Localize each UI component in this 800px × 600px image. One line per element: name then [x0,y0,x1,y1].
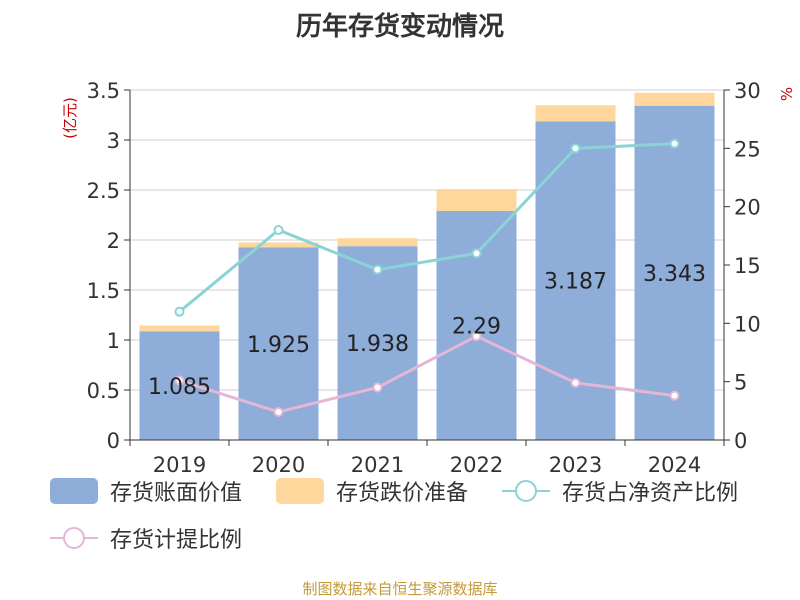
x-tick-label: 2022 [450,453,503,477]
point-provision-ratio-2022 [471,331,482,342]
y-right-tick-label: 10 [734,312,761,336]
x-tick-label: 2023 [549,453,602,477]
bar-impairment-2020 [238,242,319,248]
legend-item-book-value[interactable]: 存货账面价值 [50,475,242,507]
y-right-tick-label: 25 [734,137,761,161]
y-right-tick-label: 0 [734,429,747,453]
bar-book-value-2019 [139,331,220,440]
legend-swatch-impairment [276,478,324,504]
line-net-asset-ratio [178,142,675,313]
point-provision-ratio-2020 [273,407,284,417]
point-net-asset-ratio-2021 [372,264,383,275]
bar-book-value-2021 [337,246,418,440]
y-right-tick-label: 5 [734,371,747,395]
point-net-asset-ratio-2024 [669,138,680,149]
y-right-tick-label: 20 [734,196,761,220]
legend-label-impairment: 存货跌价准备 [336,481,469,506]
y-left-tick-label: 2 [107,229,120,253]
point-provision-ratio-2019 [174,375,185,386]
y-left-unit-label: (亿元) [61,97,79,139]
point-provision-ratio-2024 [669,390,680,401]
point-net-asset-ratio-2019 [174,306,185,317]
y-left-tick-label: 2.5 [87,179,120,203]
legend-swatch-book-value [50,478,98,504]
legend-item-provision-ratio[interactable]: 存货计提比例 [50,522,242,554]
bar-value-label-2021: 1.938 [346,332,409,357]
x-tick-label: 2019 [153,453,206,477]
bar-value-label-2020: 1.925 [247,333,310,358]
bar-value-label-2023: 3.187 [544,270,607,295]
legend-label-provision-ratio: 存货计提比例 [110,528,243,553]
bar-impairment-2021 [337,238,418,247]
y-left-tick-label: 3 [107,129,120,153]
bar-impairment-2022 [436,189,517,211]
legend-item-impairment[interactable]: 存货跌价准备 [276,475,468,507]
legend-label-net-asset-ratio: 存货占净资产比例 [562,481,739,506]
point-net-asset-ratio-2022 [471,248,482,259]
x-tick-label: 2021 [351,453,404,477]
line-provision-ratio [179,334,675,414]
point-provision-ratio-2021 [372,382,383,393]
legend-line-icon-net-asset-ratio [502,480,550,502]
y-right-tick-label: 15 [734,254,761,278]
bar-book-value-2024 [634,105,715,440]
y-right-unit-label: % [778,87,796,101]
y-left-tick-label: 1 [107,329,120,353]
y-left-tick-label: 0.5 [87,379,120,403]
bar-impairment-2024 [634,92,715,106]
y-left-tick-label: 1.5 [87,279,120,303]
bar-value-label-2019: 1.085 [148,375,211,400]
bar-impairment-2019 [139,325,220,332]
data-source-note: 制图数据来自恒生聚源数据库 [302,580,498,598]
legend-label-book-value: 存货账面价值 [110,481,243,506]
y-right-tick-label: 30 [734,79,761,103]
bar-impairment-2023 [535,105,616,122]
point-net-asset-ratio-2020 [273,225,284,235]
y-left-tick-label: 0 [107,429,120,453]
x-tick-label: 2020 [252,453,305,477]
x-tick-label: 2024 [648,453,701,477]
point-net-asset-ratio-2023 [570,143,581,154]
bar-value-label-2024: 3.343 [643,262,706,287]
legend-item-net-asset-ratio[interactable]: 存货占净资产比例 [502,475,738,507]
point-provision-ratio-2023 [570,377,581,388]
legend-line-icon-provision-ratio [50,527,98,549]
chart-title: 历年存货变动情况 [295,12,504,42]
bar-value-label-2022: 2.29 [452,315,501,340]
y-left-tick-label: 3.5 [87,79,120,103]
